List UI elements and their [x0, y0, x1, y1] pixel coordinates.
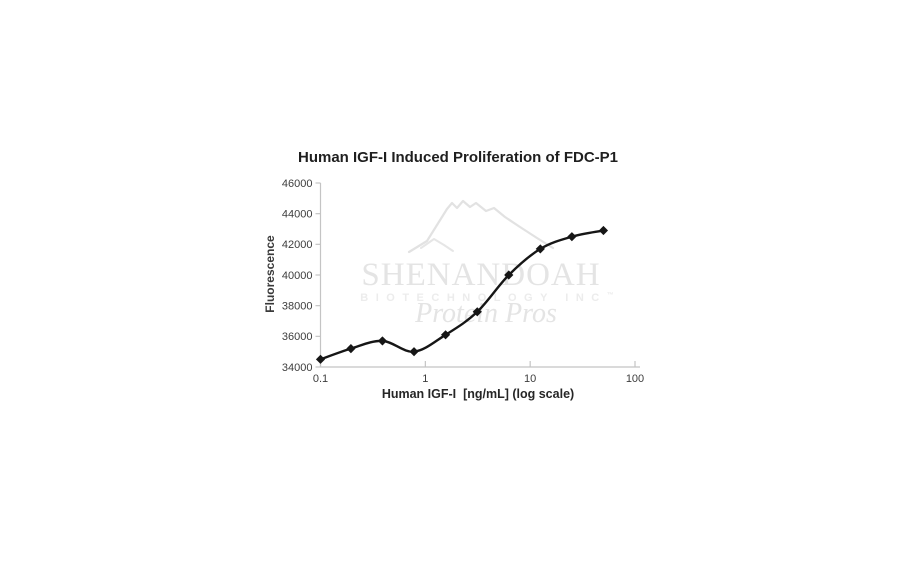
y-tick-label: 36000 [282, 331, 313, 343]
watermark-company-name: SHENANDOAH [361, 257, 601, 293]
data-point-marker [535, 244, 545, 254]
data-point-marker [409, 347, 419, 357]
x-tick-label: 100 [626, 373, 644, 385]
data-point-marker [346, 344, 356, 354]
watermark-tagline: Protein Pros [415, 298, 557, 329]
x-tick-label: 1 [422, 373, 428, 385]
y-axis-title: Fluorescence [263, 235, 277, 313]
data-point-marker [472, 307, 482, 317]
mountain-logo-icon [407, 199, 555, 254]
watermark-subtitle-text: BIOTECHNOLOGY INC [360, 292, 607, 304]
x-tick-label: 0.1 [313, 373, 328, 385]
y-tick-label: 40000 [282, 270, 313, 282]
y-tick-label: 34000 [282, 362, 313, 374]
data-point-marker [377, 336, 388, 346]
chart-title: Human IGF-I Induced Proliferation of FDC… [297, 149, 618, 166]
series-curve [319, 229, 605, 361]
x-tick-label: 10 [524, 373, 536, 385]
data-point-marker [315, 354, 326, 364]
y-tick-label: 38000 [282, 300, 313, 312]
y-tick-label: 44000 [282, 208, 313, 220]
y-tick-label: 46000 [282, 178, 313, 190]
y-tick-label: 42000 [282, 239, 313, 251]
trademark-mark: ™ [606, 292, 614, 299]
watermark-subtitle: BIOTECHNOLOGY INC™ [360, 292, 613, 304]
data-point-marker [440, 330, 451, 340]
data-point-marker [567, 232, 577, 242]
x-axis-title: Human IGF-I [ng/mL] (log scale) [381, 387, 575, 401]
data-point-marker [504, 270, 514, 280]
data-point-marker [598, 225, 609, 236]
